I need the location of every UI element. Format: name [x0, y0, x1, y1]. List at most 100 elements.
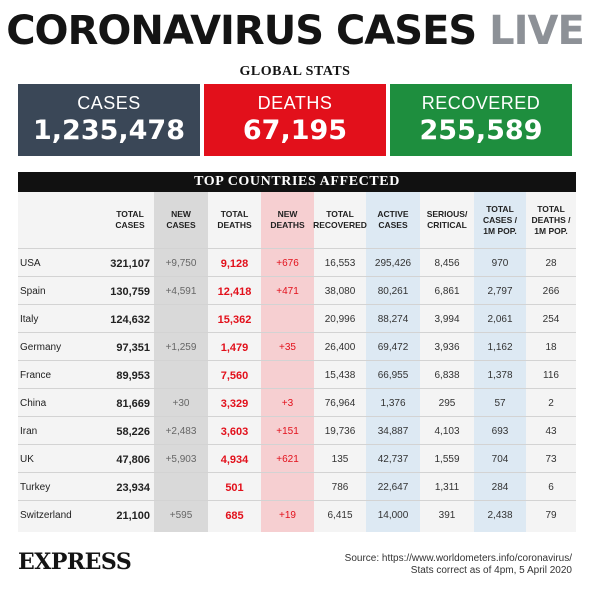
cell-total-cases: 47,806 — [116, 454, 150, 466]
cell-deaths-per-1m: 2 — [548, 398, 554, 409]
cell-active-cases: 22,647 — [377, 482, 409, 493]
cell-total-cases: 97,351 — [116, 342, 150, 354]
page-title: CORONAVIRUS CASES LIVE — [0, 4, 590, 58]
deaths-box: DEATHS 67,195 — [204, 84, 386, 156]
cell-new-cases: +9,750 — [165, 258, 197, 269]
title-main: CORONAVIRUS CASES — [6, 8, 477, 54]
cell-deaths-per-1m: 73 — [545, 454, 557, 465]
cell-active-cases: 34,887 — [377, 426, 409, 437]
cell-total-recovered: 15,438 — [324, 370, 356, 381]
cell-serious: 1,311 — [434, 482, 460, 493]
cell-new-cases — [154, 362, 208, 390]
deaths-value: 67,195 — [242, 115, 348, 146]
cell-new-cases: +1,259 — [165, 342, 197, 353]
cell-deaths-per-1m: 116 — [543, 370, 559, 381]
cell-country: UK — [20, 454, 34, 465]
cell-active-cases: 88,274 — [377, 314, 409, 325]
cell-total-recovered: 135 — [331, 454, 349, 465]
row-divider — [18, 332, 576, 333]
stats-note: Stats correct as of 4pm, 5 April 2020 — [410, 565, 572, 576]
recovered-value: 255,589 — [419, 115, 543, 146]
cell-active-cases: 14,000 — [377, 510, 409, 521]
row-divider — [18, 416, 576, 417]
cell-deaths-per-1m: 254 — [542, 314, 560, 325]
cell-serious: 3,936 — [434, 342, 460, 353]
cell-serious: 6,861 — [434, 286, 460, 297]
cell-total-cases: 89,953 — [116, 370, 150, 382]
cell-total-recovered: 26,400 — [324, 342, 356, 353]
cell-new-cases: +5,903 — [165, 454, 197, 465]
cell-total-deaths: 9,128 — [220, 258, 249, 270]
cell-active-cases: 80,261 — [377, 286, 409, 297]
cell-serious: 6,838 — [434, 370, 460, 381]
cell-total-cases: 321,107 — [110, 258, 150, 270]
cell-total-deaths: 4,934 — [220, 454, 249, 466]
cell-total-recovered: 20,996 — [324, 314, 356, 325]
row-divider — [18, 304, 576, 305]
cell-country: Italy — [20, 314, 39, 325]
cell-serious: 4,103 — [434, 426, 460, 437]
cell-country: Germany — [20, 342, 62, 353]
cell-country: France — [20, 370, 52, 381]
cell-deaths-per-1m: 266 — [542, 286, 560, 297]
column-header-serious: SERIOUS/ CRITICAL — [426, 209, 468, 230]
cell-new-deaths: +471 — [276, 286, 299, 297]
row-divider — [18, 500, 576, 501]
column-header-total-recovered: TOTAL RECOVERED — [313, 209, 367, 230]
cell-total-deaths: 7,560 — [220, 370, 249, 382]
cases-box: CASES 1,235,478 — [18, 84, 200, 156]
row-divider — [18, 276, 576, 277]
cell-new-deaths: +3 — [281, 398, 294, 409]
cell-cases-per-1m: 970 — [491, 258, 509, 269]
cell-new-deaths: +35 — [279, 342, 296, 353]
cell-new-deaths: +676 — [276, 258, 299, 269]
column-header-total-deaths: TOTAL DEATHS — [217, 209, 252, 230]
row-divider — [18, 360, 576, 361]
cell-new-cases — [154, 306, 208, 334]
row-divider — [18, 388, 576, 389]
cell-total-deaths: 685 — [225, 510, 244, 522]
cell-total-cases: 81,669 — [116, 398, 150, 410]
cell-total-recovered: 19,736 — [324, 426, 356, 437]
cell-total-deaths: 3,329 — [220, 398, 249, 410]
express-logo: EXPRESS — [18, 549, 132, 575]
cell-country: Turkey — [20, 482, 51, 493]
column-header-new-cases: NEW CASES — [166, 209, 196, 230]
cell-country: Switzerland — [20, 510, 72, 521]
cell-deaths-per-1m: 79 — [545, 510, 557, 521]
cell-serious: 391 — [438, 510, 456, 521]
global-stats-label: GLOBAL STATS — [239, 64, 351, 79]
column-header-deaths-per-1m: TOTAL DEATHS / 1M POP. — [531, 203, 571, 236]
cell-deaths-per-1m: 6 — [548, 482, 554, 493]
recovered-label: RECOVERED — [421, 93, 541, 113]
cell-cases-per-1m: 704 — [491, 454, 509, 465]
cell-country: Spain — [20, 286, 46, 297]
cell-country: USA — [20, 258, 41, 269]
cell-serious: 8,456 — [434, 258, 460, 269]
cell-active-cases: 69,472 — [377, 342, 409, 353]
cell-country: China — [20, 398, 47, 409]
cell-new-deaths: +19 — [279, 510, 296, 521]
cell-total-cases: 21,100 — [116, 510, 150, 522]
cell-new-cases: +2,483 — [165, 426, 197, 437]
cell-deaths-per-1m: 18 — [545, 342, 557, 353]
row-divider — [18, 444, 576, 445]
cell-total-deaths: 1,479 — [220, 342, 249, 354]
table-title: TOP COUNTRIES AFFECTED — [18, 172, 576, 192]
cell-new-cases: +30 — [172, 398, 190, 409]
recovered-box: RECOVERED 255,589 — [390, 84, 572, 156]
cell-total-deaths: 501 — [225, 482, 244, 494]
cell-serious: 3,994 — [434, 314, 460, 325]
source-text: Source: https://www.worldometers.info/co… — [344, 553, 572, 564]
cell-serious: 295 — [438, 398, 456, 409]
title-live: LIVE — [489, 8, 585, 54]
column-header-cases-per-1m: TOTAL CASES / 1M POP. — [482, 203, 517, 236]
table-grid: TOTAL CASES NEW CASES TOTAL DEATHS NEW DEAT… — [18, 192, 576, 532]
cell-active-cases: 42,737 — [377, 454, 409, 465]
cell-total-cases: 58,226 — [116, 426, 150, 438]
cell-total-deaths: 15,362 — [217, 314, 252, 326]
cell-serious: 1,559 — [434, 454, 460, 465]
deaths-label: DEATHS — [257, 93, 333, 113]
cell-cases-per-1m: 1,378 — [487, 370, 513, 381]
